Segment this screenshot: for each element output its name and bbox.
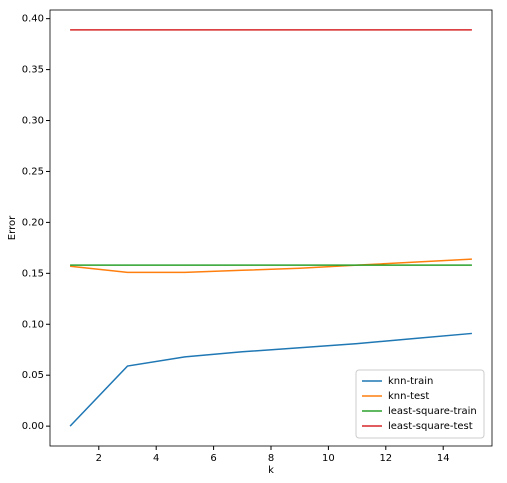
y-tick-label: 0.30 [22, 116, 44, 127]
y-tick-label: 0.25 [22, 166, 44, 177]
x-tick-label: 14 [437, 453, 450, 464]
line [70, 258, 472, 274]
y-tick-label: 0.20 [22, 217, 44, 228]
legend-label: least-square-test [388, 421, 473, 432]
x-tick-label: 10 [322, 453, 335, 464]
legend-label: knn-train [388, 376, 433, 387]
x-tick-label: 6 [210, 453, 216, 464]
y-tick-label: 0.05 [22, 370, 44, 381]
x-tick-label: 4 [153, 453, 159, 464]
y-tick-label: 0.40 [22, 14, 44, 25]
legend-label: least-square-train [388, 406, 477, 417]
plot-frame [49, 9, 493, 447]
x-tick-label: 8 [268, 453, 274, 464]
x-tick-label: 12 [379, 453, 392, 464]
y-tick-label: 0.10 [22, 319, 44, 330]
x-tick-label: 2 [96, 453, 102, 464]
y-tick-label: 0.15 [22, 268, 44, 279]
y-tick-label: 0.00 [22, 421, 44, 432]
x-axis-label: k [268, 465, 274, 476]
y-tick-label: 0.35 [22, 65, 44, 76]
line [69, 332, 472, 427]
legend-box [355, 369, 485, 439]
y-axis-label: Error [7, 215, 18, 240]
legend-label: knn-test [388, 391, 429, 402]
legend: knn-train knn-test least-square-train least… [355, 369, 485, 439]
